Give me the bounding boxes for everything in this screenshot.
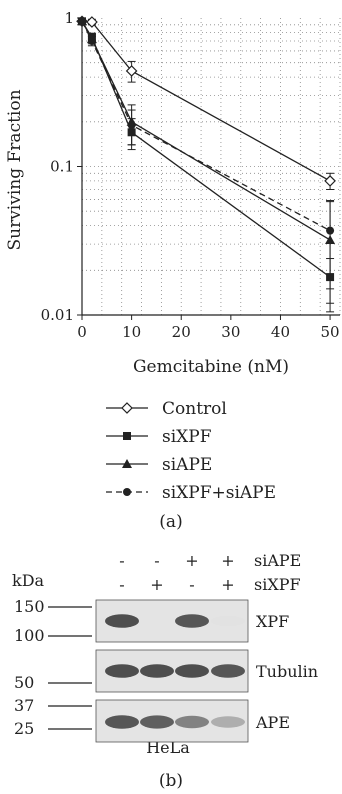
x-tick-labels: 0 10 20 30 40 50 [77, 315, 340, 341]
legend-label: siAPE [162, 455, 212, 475]
condition-sign: + [221, 575, 234, 594]
blot-band [211, 664, 245, 678]
condition-sign: + [185, 551, 198, 570]
series-control [76, 15, 336, 191]
condition-sign: - [189, 575, 194, 594]
blot-band [140, 715, 174, 729]
series-line [81, 20, 331, 278]
blot-label: Tubulin [256, 662, 318, 681]
legend-marker [122, 459, 132, 468]
y-tick-label: 1 [64, 9, 74, 27]
data-point [86, 16, 98, 28]
series-line [81, 20, 331, 241]
blot-band [175, 664, 209, 678]
kda-marker-label: 50 [14, 673, 34, 692]
condition-label: siAPE [254, 551, 301, 570]
data-point [326, 226, 335, 235]
x-axis-label: Gemcitabine (nM) [133, 357, 289, 377]
x-tick-label: 0 [77, 323, 87, 341]
series-sixpf [78, 17, 335, 304]
x-tick-label: 30 [221, 323, 240, 341]
y-tick-label: 0.01 [41, 306, 74, 324]
series-siape [77, 16, 336, 313]
data-point [78, 17, 86, 26]
legend-marker [123, 488, 131, 496]
condition-sign: + [221, 551, 234, 570]
condition-sign: - [154, 551, 159, 570]
kda-label: kDa [12, 571, 45, 590]
condition-sign: + [150, 575, 163, 594]
legend-marker [123, 432, 131, 440]
legend-label: Control [162, 399, 227, 419]
legend-label: siXPF+siAPE [162, 483, 276, 503]
legend-marker [121, 402, 133, 414]
western-blot: kDa HeLa - - + + siAPE - + - + siXPF XPF Tubulin APE… [12, 551, 318, 757]
blot-band [105, 664, 139, 678]
y-tick-labels: 0.01 0.1 1 [41, 9, 82, 324]
legend: Control siXPF siAPE siXPF+siAPE [106, 399, 276, 503]
blot-band [175, 614, 209, 628]
condition-sign: - [119, 575, 124, 594]
blot-band [105, 715, 139, 729]
data-point [87, 37, 96, 46]
series-line [81, 21, 331, 232]
blot-band [105, 614, 139, 628]
blot-band [211, 716, 245, 728]
cell-line-label: HeLa [146, 738, 190, 757]
data-point [127, 121, 136, 130]
data-point [324, 175, 336, 187]
condition-label: siXPF [254, 575, 301, 594]
blot-band [175, 715, 209, 729]
blot-band [211, 615, 245, 627]
blot-label: APE [255, 713, 290, 732]
x-tick-label: 40 [271, 323, 290, 341]
blot-band [140, 664, 174, 678]
kda-marker-label: 100 [14, 626, 45, 645]
x-tick-label: 20 [172, 323, 191, 341]
condition-sign: - [119, 551, 124, 570]
x-tick-label: 50 [321, 323, 340, 341]
panel-a-label: (a) [159, 512, 182, 532]
panel-b-label: (b) [159, 771, 183, 791]
survival-chart: 0.01 0.1 1 0 10 20 30 40 50 Gemcitabine (nM) Su… [5, 9, 341, 377]
data-point [125, 65, 138, 77]
y-axis-label: Surviving Fraction [5, 89, 25, 250]
legend-label: siXPF [162, 427, 212, 447]
x-tick-label: 10 [122, 323, 141, 341]
y-tick-label: 0.1 [50, 158, 74, 176]
grid [82, 18, 341, 315]
kda-marker-label: 25 [14, 719, 34, 738]
series-sixpf-siape [78, 17, 335, 290]
series-layer [76, 15, 336, 313]
blot-label: XPF [256, 612, 289, 631]
kda-marker-label: 37 [14, 696, 34, 715]
kda-marker-label: 150 [14, 597, 45, 616]
